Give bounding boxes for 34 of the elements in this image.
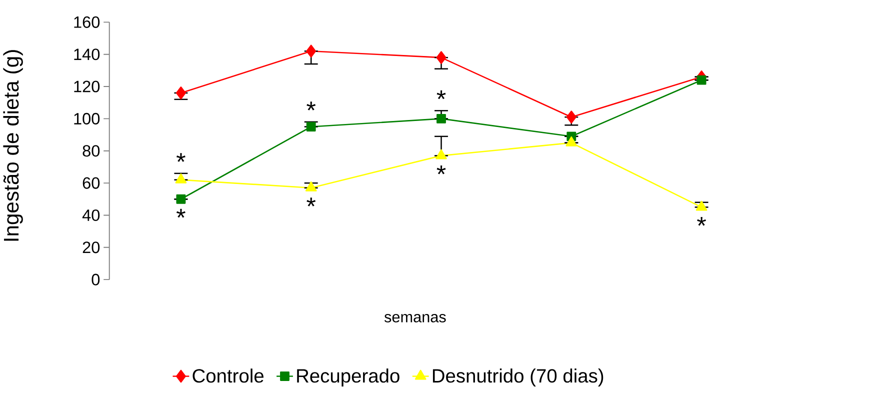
y-tick-label: 120 xyxy=(74,80,100,92)
data-label: * xyxy=(436,166,446,174)
y-tick-label: 0 xyxy=(92,274,100,286)
y-axis-title: Ingestão de dieta (g) xyxy=(3,50,23,241)
data-label: * xyxy=(306,198,316,207)
y-tick-label: 40 xyxy=(82,210,100,222)
point xyxy=(566,110,576,124)
point xyxy=(176,194,186,204)
legend-label: Controle xyxy=(192,368,264,383)
data-label: * xyxy=(306,102,316,111)
y-tick-label: 100 xyxy=(74,113,100,125)
point xyxy=(306,122,316,132)
point xyxy=(306,44,316,58)
y-tick-label: 80 xyxy=(82,145,100,157)
point xyxy=(696,75,706,85)
legend-label: Recuperado xyxy=(297,368,400,387)
point xyxy=(436,51,446,64)
y-tick-label: 60 xyxy=(82,177,100,189)
y-tick-label: 160 xyxy=(74,16,100,28)
x-axis-title: semanas xyxy=(384,314,446,322)
point xyxy=(436,114,446,124)
point xyxy=(305,182,317,192)
y-tick-label: 20 xyxy=(82,242,100,254)
y-tick-label: 140 xyxy=(74,48,100,60)
point xyxy=(436,149,447,160)
data-label: * xyxy=(697,217,706,226)
point xyxy=(696,200,708,211)
data-label: * xyxy=(176,153,186,162)
data-label: * xyxy=(436,90,446,100)
point xyxy=(176,86,186,100)
data-label: * xyxy=(176,209,186,218)
point xyxy=(175,173,187,184)
point xyxy=(566,136,578,146)
legend-label: Desnutrido (70 dias) xyxy=(432,368,604,387)
